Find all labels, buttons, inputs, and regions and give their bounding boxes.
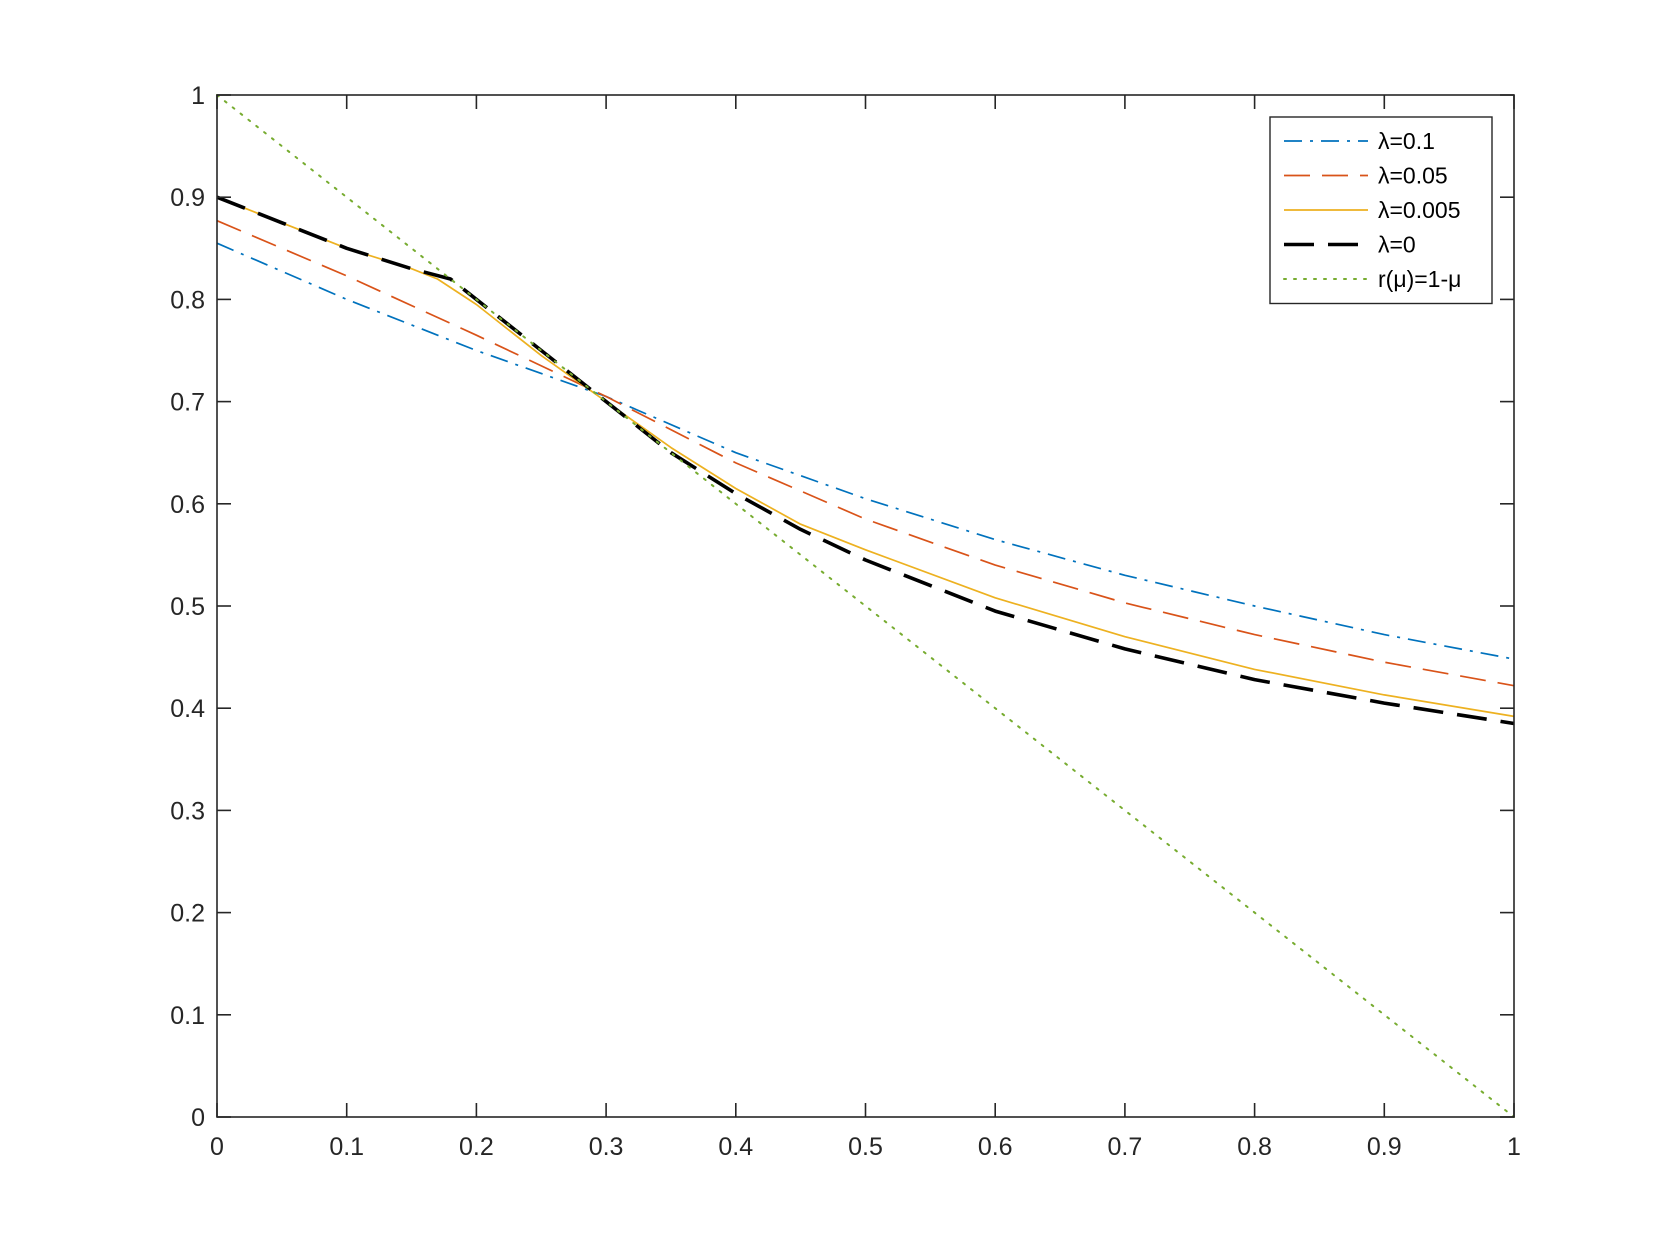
y-tick-label: 0.5 bbox=[170, 593, 205, 621]
ticks-layer: 0 0.1 0.2 0.3 0.4 0.5 0.6 0.7 0.8 0.9 1 0 0.1 0.2 0.3 0… bbox=[170, 82, 1521, 1161]
legend-label-3: λ=0 bbox=[1378, 232, 1416, 258]
series-layer bbox=[216, 94, 1515, 1118]
x-tick-label: 0.9 bbox=[1367, 1133, 1402, 1161]
x-tick-label: 0.2 bbox=[459, 1133, 494, 1161]
x-tick-label: 0.7 bbox=[1108, 1133, 1143, 1161]
legend-label-4: r(μ)=1-μ bbox=[1378, 266, 1461, 292]
y-tick-label: 0.8 bbox=[170, 286, 205, 314]
y-tick-label: 0.2 bbox=[170, 900, 205, 928]
y-tick-label: 0.9 bbox=[170, 184, 205, 212]
x-tick-label: 0.4 bbox=[718, 1133, 753, 1161]
x-tick-label: 1 bbox=[1507, 1133, 1521, 1161]
x-tick-label: 0.6 bbox=[978, 1133, 1013, 1161]
series-line-1 bbox=[216, 219, 1515, 687]
x-tick-label: 0.8 bbox=[1237, 1133, 1272, 1161]
y-tick-label: 0 bbox=[191, 1104, 205, 1132]
legend-label-2: λ=0.005 bbox=[1378, 197, 1461, 223]
y-tick-label: 0.6 bbox=[170, 491, 205, 519]
x-tick-label: 0.3 bbox=[589, 1133, 624, 1161]
y-tick-label: 0.3 bbox=[170, 797, 205, 825]
legend-label-0: λ=0.1 bbox=[1378, 128, 1435, 154]
y-tick-label: 0.7 bbox=[170, 389, 205, 417]
legend: λ=0.1 λ=0.05 λ=0.005 λ=0 r(μ)=1-μ bbox=[1269, 116, 1493, 305]
y-tick-label: 0.4 bbox=[170, 695, 205, 723]
y-tick-label: 0.1 bbox=[170, 1002, 205, 1030]
y-tick-label: 1 bbox=[191, 82, 205, 110]
legend-label-1: λ=0.05 bbox=[1378, 163, 1448, 189]
x-tick-label: 0.1 bbox=[329, 1133, 364, 1161]
x-tick-label: 0.5 bbox=[848, 1133, 883, 1161]
x-tick-label: 0 bbox=[210, 1133, 224, 1161]
series-line-0 bbox=[216, 242, 1515, 660]
